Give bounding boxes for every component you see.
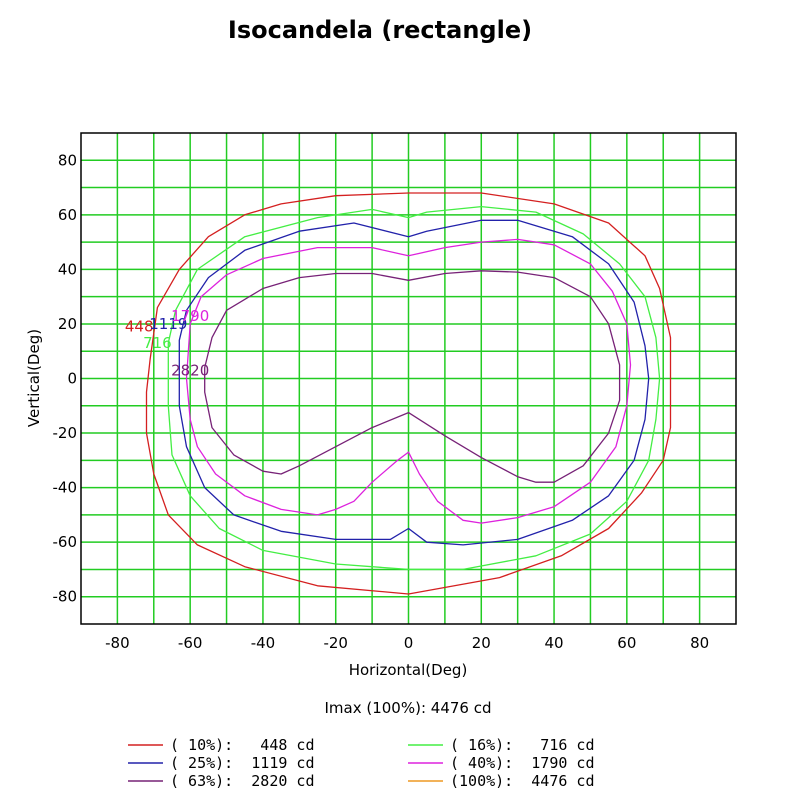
contour-25pct [178, 219, 650, 546]
x-tick-label: -80 [105, 634, 130, 652]
imax-label: Imax (100%): 4476 cd [325, 699, 492, 717]
chart-title: Isocandela (rectangle) [228, 16, 532, 44]
y-tick-label: -40 [53, 479, 78, 497]
plot-frame [80, 132, 737, 625]
x-tick-label: 0 [404, 634, 414, 652]
contour-label-2820: 2820 [171, 361, 209, 379]
y-tick-label: 80 [58, 151, 77, 169]
contour-label-1119: 1119 [149, 315, 187, 333]
legend-entry: ( 25%): 1119 cd [170, 754, 315, 772]
contours [145, 192, 672, 595]
contour-63pct [204, 270, 621, 483]
y-tick-label: 20 [58, 315, 77, 333]
legend-entry: ( 16%): 716 cd [450, 736, 595, 754]
y-tick-label: 0 [67, 370, 77, 388]
x-axis-label: Horizontal(Deg) [349, 661, 468, 679]
legend: ( 10%): 448 cd ( 16%): 716 cd ( 25%): 1119… [128, 736, 595, 790]
contour-label-1790: 1790 [171, 307, 209, 325]
x-tick-label: -40 [251, 634, 276, 652]
contour-40pct [185, 238, 632, 524]
grid [81, 133, 736, 624]
contour-label-448: 448 [125, 318, 154, 336]
y-tick-label: -60 [53, 533, 78, 551]
contour-label-716: 716 [143, 334, 172, 352]
y-tick-label: 40 [58, 260, 77, 278]
legend-entry: ( 63%): 2820 cd [170, 772, 315, 790]
x-tick-label: 60 [617, 634, 636, 652]
y-tick-label: -80 [53, 588, 78, 606]
x-tick-labels: -80 -60 -40 -20 0 20 40 60 80 [105, 634, 709, 652]
y-axis-label: Vertical(Deg) [25, 329, 43, 427]
legend-entry: ( 10%): 448 cd [170, 736, 315, 754]
contour-16pct [167, 205, 661, 571]
x-tick-label: -60 [178, 634, 203, 652]
x-tick-label: 20 [472, 634, 491, 652]
legend-entry: ( 40%): 1790 cd [450, 754, 595, 772]
y-tick-label: 60 [58, 206, 77, 224]
x-tick-label: -20 [323, 634, 348, 652]
contour-10pct [145, 192, 672, 595]
x-tick-label: 80 [690, 634, 709, 652]
x-tick-label: 40 [545, 634, 564, 652]
y-tick-labels: -80 -60 -40 -20 0 20 40 60 80 [53, 151, 78, 605]
legend-entry: (100%): 4476 cd [450, 772, 595, 790]
y-tick-label: -20 [53, 424, 78, 442]
